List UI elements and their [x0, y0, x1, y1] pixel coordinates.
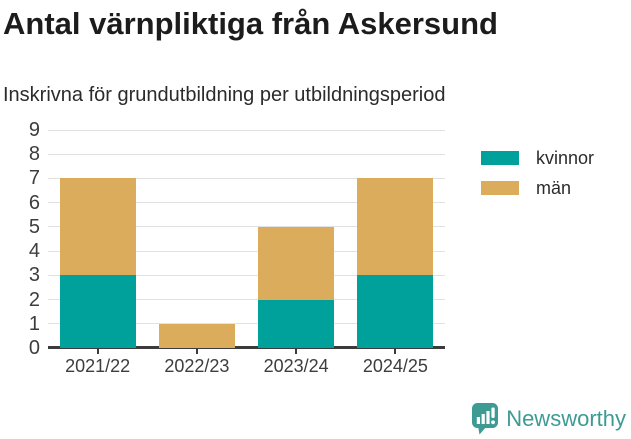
x-axis-labels: 2021/22 2022/23 2023/24 2024/25	[48, 349, 445, 382]
legend-label: män	[536, 178, 572, 198]
legend-item: kvinnor	[481, 149, 594, 167]
bar-segment-män	[59, 178, 136, 276]
gridline	[48, 226, 445, 228]
gridline	[48, 274, 445, 276]
x-axis-tick	[295, 349, 298, 354]
chart-subtitle: Inskrivna för grundutbildning per utbild…	[3, 84, 446, 106]
legend: kvinnor män	[481, 149, 594, 209]
bar-segment-män	[357, 178, 434, 276]
gridline	[48, 299, 445, 301]
x-axis-tick	[96, 349, 99, 354]
newsworthy-brand: Newsworthy	[506, 406, 626, 431]
y-tick-label: 7	[28, 167, 40, 190]
x-axis-tick	[394, 349, 397, 354]
gridline	[48, 323, 445, 325]
x-tick-label: 2024/25	[362, 356, 428, 376]
x-axis-tick	[195, 349, 198, 354]
y-tick-label: 4	[28, 240, 40, 263]
x-tick-label: 2022/23	[164, 356, 230, 376]
x-tick-label: 2021/22	[65, 356, 131, 376]
y-tick-label: 6	[28, 191, 40, 214]
y-tick-label: 3	[28, 264, 40, 287]
y-tick-label: 5	[28, 215, 40, 238]
y-tick-label: 1	[28, 312, 40, 335]
bar-segment-män	[158, 323, 235, 348]
bar-segment-män	[258, 226, 335, 300]
gridline	[48, 250, 445, 252]
plot-area	[48, 129, 445, 349]
gridline	[48, 202, 445, 204]
gridline	[48, 177, 445, 179]
y-tick-label: 8	[28, 143, 40, 166]
x-tick-label: 2023/24	[263, 356, 329, 376]
y-tick-label: 2	[28, 288, 40, 311]
legend-item: män	[481, 179, 594, 197]
bar-segment-kvinnor	[258, 299, 335, 348]
gridline	[48, 129, 445, 131]
chart-title: Antal värnpliktiga från Askersund	[3, 6, 498, 41]
x-axis-line	[48, 346, 445, 349]
legend-swatch-män	[481, 181, 519, 195]
gridline	[48, 153, 445, 155]
y-tick-label: 0	[28, 337, 40, 359]
newsworthy-logo: Newsworthy	[472, 403, 626, 435]
bar-segment-kvinnor	[357, 275, 434, 348]
bar-chart-speech-bubble-icon	[472, 403, 499, 435]
legend-label: kvinnor	[536, 148, 595, 168]
y-tick-label: 9	[28, 119, 40, 141]
legend-swatch-kvinnor	[481, 151, 519, 165]
bar-segment-kvinnor	[59, 275, 136, 348]
